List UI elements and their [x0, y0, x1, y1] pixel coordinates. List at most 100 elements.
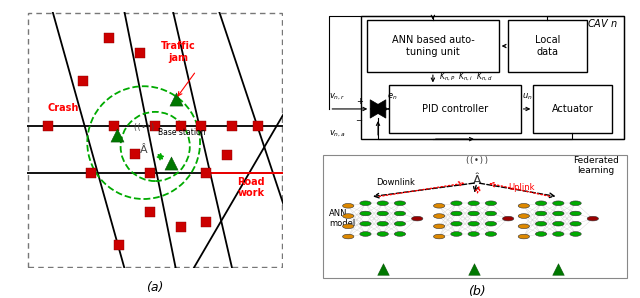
FancyBboxPatch shape	[323, 155, 627, 277]
Point	[176, 225, 186, 229]
Circle shape	[394, 211, 406, 216]
Circle shape	[360, 211, 371, 216]
Circle shape	[570, 232, 581, 236]
Circle shape	[570, 201, 581, 206]
Point	[150, 124, 160, 128]
Text: Â: Â	[140, 145, 147, 155]
Text: $u_n$: $u_n$	[522, 91, 533, 102]
Circle shape	[394, 221, 406, 226]
Circle shape	[468, 211, 479, 216]
Text: $v_{n,a}$: $v_{n,a}$	[330, 129, 346, 139]
Circle shape	[553, 232, 564, 236]
Circle shape	[553, 201, 564, 206]
Circle shape	[485, 232, 497, 236]
Circle shape	[485, 221, 497, 226]
Circle shape	[553, 211, 564, 216]
Point	[109, 124, 119, 128]
Circle shape	[553, 221, 564, 226]
Circle shape	[342, 224, 354, 229]
Point	[42, 124, 52, 128]
Text: ANN based auto-
tuning unit: ANN based auto- tuning unit	[392, 35, 474, 57]
Point	[171, 97, 181, 101]
Circle shape	[518, 234, 529, 239]
FancyBboxPatch shape	[367, 20, 499, 72]
Point	[166, 161, 176, 165]
Point	[145, 171, 155, 176]
Text: Actuator: Actuator	[552, 104, 593, 114]
Circle shape	[377, 221, 388, 226]
Point	[196, 124, 207, 128]
Circle shape	[377, 201, 388, 206]
Text: Traffic
jam: Traffic jam	[161, 41, 196, 63]
Text: PID controller: PID controller	[422, 104, 488, 114]
Text: Road
work: Road work	[237, 177, 265, 198]
Point	[111, 133, 122, 137]
Point	[468, 266, 479, 271]
Text: +: +	[356, 97, 363, 105]
FancyBboxPatch shape	[533, 85, 612, 133]
Text: Federated
learning: Federated learning	[573, 156, 619, 175]
FancyBboxPatch shape	[361, 16, 624, 139]
Text: Local
data: Local data	[534, 35, 560, 57]
Circle shape	[468, 201, 479, 206]
Point	[227, 124, 237, 128]
Text: Crash: Crash	[47, 103, 79, 113]
Point	[114, 243, 124, 248]
Circle shape	[394, 232, 406, 236]
Circle shape	[468, 221, 479, 226]
Circle shape	[433, 204, 445, 208]
Circle shape	[451, 211, 462, 216]
Point	[176, 124, 186, 128]
Circle shape	[360, 221, 371, 226]
Circle shape	[468, 232, 479, 236]
Text: ((•)): ((•))	[464, 156, 490, 165]
Point	[202, 171, 212, 176]
Point	[553, 266, 563, 271]
Point	[104, 35, 114, 40]
Circle shape	[342, 204, 354, 208]
Text: (a): (a)	[147, 281, 164, 294]
Circle shape	[451, 232, 462, 236]
Circle shape	[485, 201, 497, 206]
Circle shape	[570, 211, 581, 216]
Circle shape	[433, 234, 445, 239]
Circle shape	[518, 204, 529, 208]
Circle shape	[342, 234, 354, 239]
Text: CAV $n$: CAV $n$	[587, 17, 618, 29]
Text: $K_{n,P}$  $K_{n,i}$  $K_{n,d}$: $K_{n,P}$ $K_{n,i}$ $K_{n,d}$	[439, 70, 493, 83]
Circle shape	[587, 216, 598, 221]
Circle shape	[451, 221, 462, 226]
Circle shape	[360, 232, 371, 236]
Circle shape	[433, 214, 445, 218]
Circle shape	[451, 201, 462, 206]
Point	[134, 51, 145, 55]
Text: $-$: $-$	[355, 114, 364, 123]
Point	[378, 266, 388, 271]
Circle shape	[518, 224, 529, 229]
Circle shape	[377, 232, 388, 236]
Text: Uplink: Uplink	[508, 183, 534, 193]
Circle shape	[536, 221, 547, 226]
Circle shape	[536, 211, 547, 216]
Polygon shape	[370, 100, 386, 118]
Text: Base station: Base station	[158, 128, 205, 137]
Circle shape	[433, 224, 445, 229]
Circle shape	[502, 216, 514, 221]
Point	[86, 171, 96, 176]
Text: (b): (b)	[468, 285, 486, 298]
Circle shape	[570, 221, 581, 226]
Text: $v_{n,r}$: $v_{n,r}$	[330, 92, 346, 102]
Circle shape	[342, 214, 354, 218]
Circle shape	[518, 214, 529, 218]
FancyBboxPatch shape	[389, 85, 521, 133]
Text: Downlink: Downlink	[376, 178, 415, 187]
Text: Â: Â	[472, 174, 481, 187]
Point	[253, 124, 263, 128]
Circle shape	[412, 216, 423, 221]
Text: $e_n$: $e_n$	[387, 91, 398, 102]
Point	[78, 79, 88, 83]
Circle shape	[536, 201, 547, 206]
Text: ((•)): ((•))	[132, 123, 156, 132]
Point	[145, 209, 155, 214]
Point	[129, 152, 140, 156]
